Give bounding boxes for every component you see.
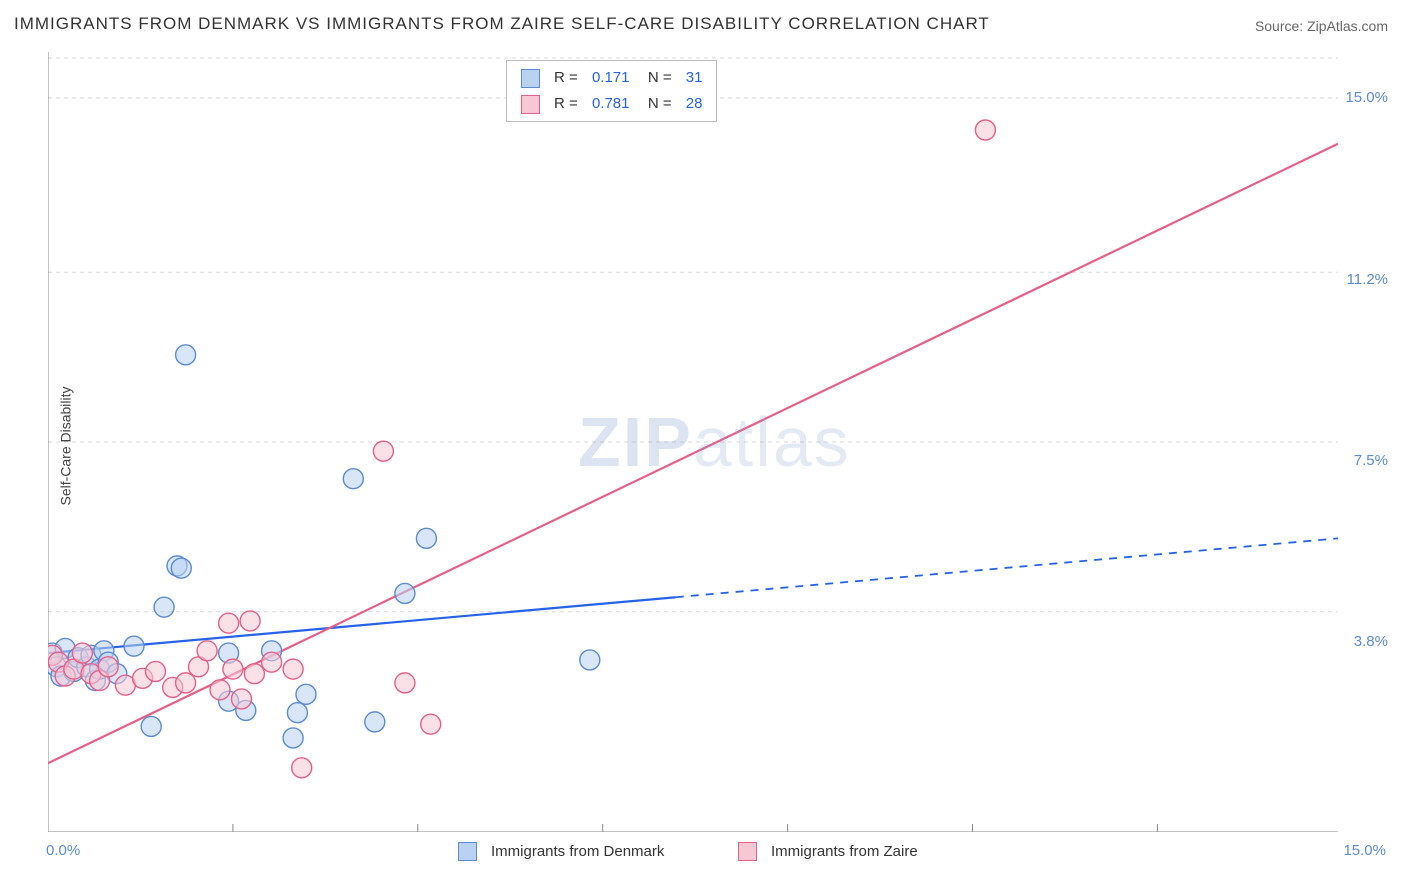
- chart-title: IMMIGRANTS FROM DENMARK VS IMMIGRANTS FR…: [14, 14, 990, 34]
- stats-row: R = 0.171 N = 31: [521, 65, 702, 91]
- x-axis-max-label: 15.0%: [1343, 842, 1386, 859]
- y-tick-label: 7.5%: [1354, 452, 1388, 469]
- y-tick-label: 3.8%: [1354, 633, 1388, 650]
- chart-svg: [48, 52, 1338, 832]
- stats-row: R = 0.781 N = 28: [521, 91, 702, 117]
- legend-series-b: Immigrants from Zaire: [738, 842, 918, 861]
- x-axis-min-label: 0.0%: [46, 842, 80, 859]
- legend-series-a: Immigrants from Denmark: [458, 842, 664, 861]
- source-attribution: Source: ZipAtlas.com: [1255, 18, 1388, 34]
- y-tick-label: 11.2%: [1347, 271, 1388, 288]
- plot-area: ZIPatlas R = 0.171 N = 31R = 0.781 N = 2…: [48, 52, 1338, 832]
- stats-legend-box: R = 0.171 N = 31R = 0.781 N = 28: [506, 60, 717, 122]
- y-tick-label: 15.0%: [1345, 89, 1388, 106]
